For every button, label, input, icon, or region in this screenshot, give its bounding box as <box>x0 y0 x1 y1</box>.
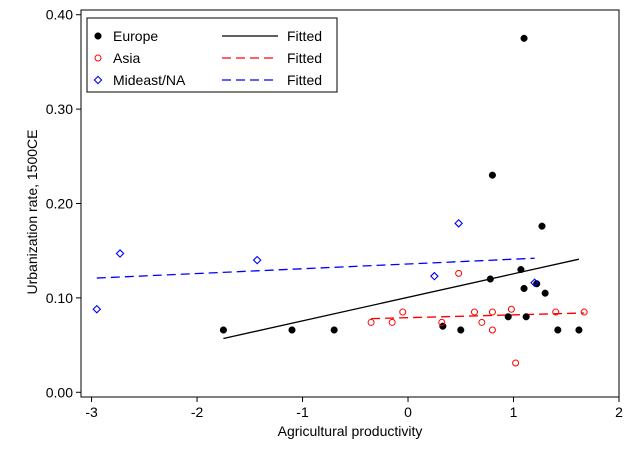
x-axis-label: Agricultural productivity <box>278 423 423 439</box>
y-tick-label: 0.10 <box>46 290 73 306</box>
legend-label: Asia <box>113 50 140 66</box>
europe-point <box>488 171 496 179</box>
y-tick-label: 0.40 <box>46 7 73 23</box>
y-tick-label: 0.00 <box>46 384 73 400</box>
europe-point <box>288 326 296 334</box>
asia-point <box>399 308 407 316</box>
asia-point <box>367 318 375 326</box>
europe-point <box>538 222 546 230</box>
asia-point <box>388 318 396 326</box>
legend-label: Europe <box>113 28 158 44</box>
fitted-line <box>223 258 580 340</box>
asia-point <box>552 308 560 316</box>
legend-label: Fitted <box>287 28 322 44</box>
europe-point <box>517 266 525 274</box>
europe-point <box>541 289 549 297</box>
asia-point <box>488 308 496 316</box>
europe-point <box>439 322 447 330</box>
europe-point <box>504 313 512 321</box>
fitted-line <box>96 257 535 279</box>
europe-point <box>520 284 528 293</box>
y-axis: 0.00 0.10 0.20 0.30 0.40 <box>46 7 81 400</box>
mideast-na-point <box>454 218 464 228</box>
europe-point <box>554 326 562 334</box>
asia-point <box>488 326 496 334</box>
data-series <box>92 34 588 367</box>
asia-point <box>438 318 446 326</box>
legend: Europe Fitted Asia Fitted Mideast/NA Fitted <box>86 17 338 93</box>
x-tick-label: 1 <box>510 404 518 420</box>
legend-label: Mideast/NA <box>113 72 186 88</box>
mideast-na-point <box>115 249 125 258</box>
europe-point <box>522 313 530 321</box>
legend-marker <box>94 54 102 62</box>
mideast-na-point <box>92 304 102 314</box>
europe-point <box>575 326 583 334</box>
x-tick-label: 2 <box>615 404 623 420</box>
y-tick-label: 0.30 <box>46 101 73 117</box>
legend-label: Fitted <box>287 72 322 88</box>
fitted-line <box>371 312 585 320</box>
europe-point <box>330 326 338 334</box>
europe-point <box>520 34 528 42</box>
europe-point <box>219 326 227 334</box>
legend-marker <box>94 32 102 40</box>
y-axis-label: Urbanization rate, 1500CE <box>24 130 40 295</box>
y-tick-label: 0.20 <box>46 196 73 212</box>
asia-point <box>470 308 478 316</box>
europe-point <box>486 275 494 283</box>
x-axis: -3 -2 -1 0 1 2 <box>85 397 623 420</box>
x-tick-label: -2 <box>191 404 204 420</box>
x-tick-label: -3 <box>85 404 98 420</box>
asia-point <box>507 305 515 313</box>
asia-point <box>512 359 520 367</box>
legend-marker <box>93 75 103 85</box>
europe-point <box>457 326 465 334</box>
asia-point <box>455 269 463 277</box>
asia-point <box>580 308 588 316</box>
asia-point <box>478 318 486 326</box>
mideast-na-point <box>252 255 262 265</box>
x-tick-label: -1 <box>296 404 309 420</box>
mideast-na-point <box>530 278 539 288</box>
legend-label: Fitted <box>287 50 322 66</box>
x-tick-label: 0 <box>404 404 412 420</box>
legend-box <box>86 17 338 93</box>
mideast-na-point <box>430 271 439 281</box>
